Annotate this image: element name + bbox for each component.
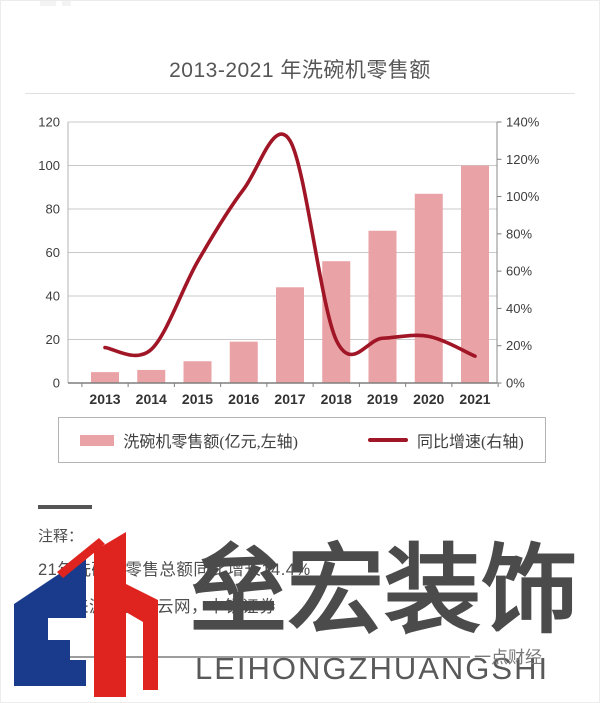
- chart-title: 2013-2021 年洗碗机零售额: [169, 59, 431, 82]
- bar-2021: [461, 165, 489, 383]
- right-axis-tick-label: 60%: [506, 264, 532, 279]
- x-axis-label: 2014: [136, 391, 167, 407]
- bar-2020: [414, 193, 443, 383]
- right-axis-tick-label: 140%: [506, 115, 540, 130]
- x-axis-label: 2018: [321, 391, 352, 407]
- x-axis-label: 2013: [89, 391, 120, 407]
- bar-2019: [368, 230, 397, 383]
- line-series-label: 同比增速(右轴): [417, 434, 524, 451]
- bar-series-label: 洗碗机零售额(亿元,左轴): [123, 434, 298, 451]
- watermark-divider-line: [42, 656, 470, 658]
- x-axis-label: 2019: [367, 391, 398, 407]
- right-axis-tick-label: 100%: [506, 189, 540, 204]
- bar-2015: [183, 361, 212, 383]
- x-axis-label: 2016: [228, 391, 259, 407]
- x-axis-label: 2015: [182, 391, 213, 407]
- watermark-brand-en: LEIHONGZHUANGSHI: [195, 651, 550, 686]
- watermark-source: 一点财经: [474, 648, 542, 667]
- legend-item-bar: 洗碗机零售额(亿元,左轴): [80, 428, 298, 452]
- watermark-remnant: [62, 0, 71, 6]
- growth-line: [103, 132, 477, 358]
- watermark-brand-cn: 垒宏装饰: [190, 536, 578, 645]
- line-series-swatch: [368, 438, 408, 442]
- right-axis-tick-label: 40%: [506, 301, 532, 316]
- left-axis-tick-label: 60: [46, 245, 60, 260]
- bar-2018: [322, 261, 351, 383]
- right-axis-tick-label: 80%: [506, 226, 532, 241]
- left-axis-tick-label: 20: [46, 332, 60, 347]
- left-axis-tick-label: 40: [46, 289, 60, 304]
- left-axis-tick-label: 120: [38, 115, 60, 130]
- title-divider: [25, 93, 575, 94]
- x-axis-label: 2021: [459, 391, 490, 407]
- bar-2017: [276, 287, 304, 383]
- right-axis-tick-label: 120%: [506, 152, 540, 167]
- notes-dash: [38, 505, 92, 509]
- x-axis-label: 2020: [413, 391, 444, 407]
- x-axis-label: 2017: [274, 391, 305, 407]
- chart-plot-area: 0 20 40 60 80 100 120 0% 20% 40% 60% 80% 100% 120% 140…: [38, 115, 540, 408]
- bar-2016: [229, 341, 258, 383]
- right-axis-tick-label: 20%: [506, 338, 532, 353]
- left-axis-tick-label: 80: [46, 202, 60, 217]
- right-axis-tick-label: 0%: [506, 376, 525, 391]
- left-axis-tick-label: 0: [53, 376, 60, 391]
- chart-legend: 洗碗机零售额(亿元,左轴) 同比增速(右轴): [58, 417, 546, 463]
- legend-item-line: 同比增速(右轴): [368, 428, 524, 452]
- watermark-remnant: [40, 0, 56, 6]
- bar-2014: [137, 369, 166, 383]
- left-axis-tick-label: 100: [38, 158, 60, 173]
- bar-2013: [91, 372, 119, 383]
- bar-series-swatch: [80, 434, 115, 446]
